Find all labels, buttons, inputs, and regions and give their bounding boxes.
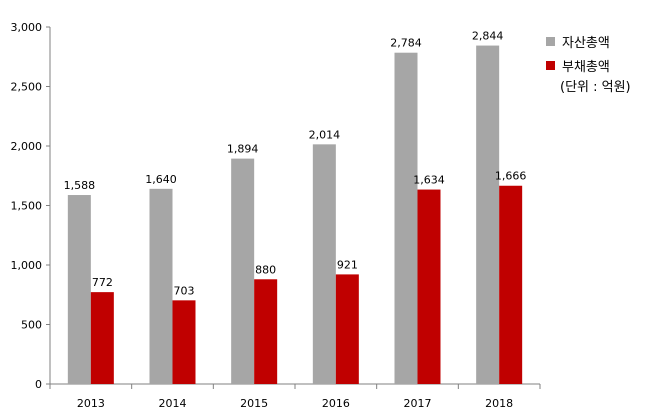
x-tick-label: 2016 <box>322 397 350 410</box>
legend-label-liabilities: 부채총액 <box>562 59 610 75</box>
chart-legend: 자산총액 부채총액 (단위 : 억원) <box>546 30 631 98</box>
bar-assets <box>394 52 418 384</box>
data-label-liabilities: 1,634 <box>413 174 445 187</box>
data-label-liabilities: 921 <box>337 258 358 271</box>
y-tick-label: 3,000 <box>11 21 43 34</box>
data-label-liabilities: 880 <box>255 263 276 276</box>
y-tick-label: 500 <box>21 319 42 332</box>
y-tick-label: 2,500 <box>11 81 43 94</box>
bar-liabilities <box>417 189 441 384</box>
legend-swatch-assets <box>546 36 555 46</box>
data-label-liabilities: 1,666 <box>495 170 527 183</box>
data-label-assets: 1,588 <box>64 179 96 192</box>
data-label-assets: 2,014 <box>309 128 341 141</box>
bar-liabilities <box>90 292 114 384</box>
y-tick-label: 1,000 <box>11 259 43 272</box>
legend-item-assets: 자산총액 <box>546 30 631 52</box>
data-label-assets: 1,894 <box>227 143 259 156</box>
y-tick-label: 1,500 <box>11 200 43 213</box>
bar-assets <box>67 195 91 384</box>
bar-liabilities <box>335 274 359 384</box>
data-label-assets: 1,640 <box>145 173 177 186</box>
data-label-liabilities: 703 <box>174 284 195 297</box>
x-tick-label: 2018 <box>485 397 513 410</box>
x-tick-label: 2014 <box>159 397 187 410</box>
bar-liabilities <box>499 185 523 384</box>
data-label-liabilities: 772 <box>92 276 113 289</box>
data-label-assets: 2,784 <box>390 37 422 50</box>
bar-assets <box>231 158 255 384</box>
legend-label-assets: 자산총액 <box>562 35 610 51</box>
bar-assets <box>149 188 173 384</box>
x-tick-label: 2015 <box>240 397 268 410</box>
y-tick-label: 2,000 <box>11 140 43 153</box>
bar-assets <box>312 144 336 384</box>
unit-note: (단위 : 억원) <box>560 80 631 95</box>
y-tick-label: 0 <box>35 378 42 391</box>
x-tick-label: 2013 <box>77 397 105 410</box>
legend-swatch-liabilities <box>546 60 555 70</box>
bar-liabilities <box>254 279 278 384</box>
bar-assets <box>476 45 500 385</box>
data-label-assets: 2,844 <box>472 30 504 43</box>
legend-item-liabilities: 부채총액 <box>546 54 631 76</box>
x-tick-label: 2017 <box>404 397 432 410</box>
bar-liabilities <box>172 300 196 384</box>
